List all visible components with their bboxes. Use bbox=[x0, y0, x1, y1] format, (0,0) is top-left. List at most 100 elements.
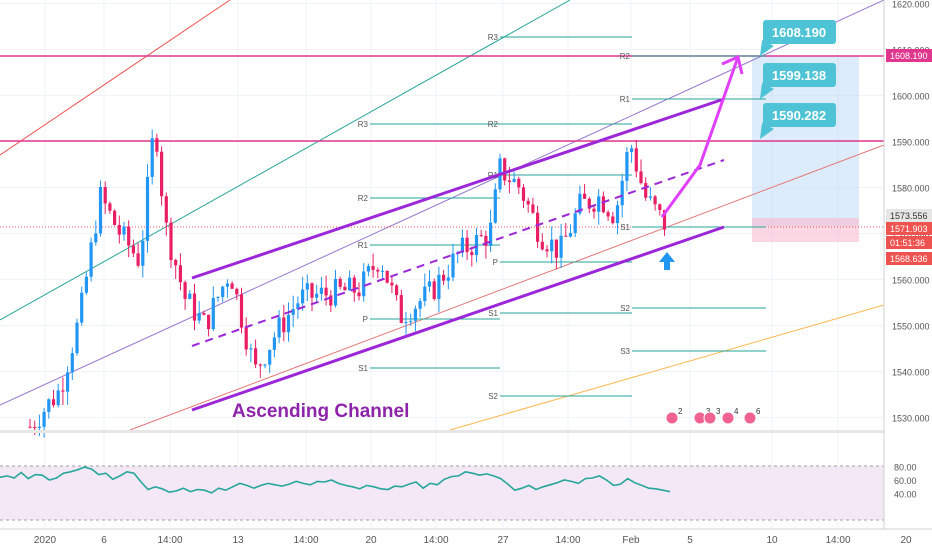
candle-body bbox=[37, 426, 41, 429]
event-flag-icon[interactable] bbox=[743, 411, 757, 425]
pivot-label: R2 bbox=[358, 194, 369, 203]
rsi-line bbox=[0, 466, 671, 494]
rsi-tick: 60.00 bbox=[894, 476, 917, 486]
candle-body bbox=[296, 303, 300, 310]
time-tick: 14:00 bbox=[157, 535, 182, 546]
price-tick: 1620.000 bbox=[892, 0, 930, 10]
candle-body bbox=[131, 245, 135, 254]
candle-body bbox=[127, 226, 131, 246]
time-tick: Feb bbox=[622, 535, 640, 546]
pivot-points: R3R2R1PS1R3R2R1PS1S2R2R1S1S2S3 bbox=[358, 33, 766, 401]
time-tick: 14:00 bbox=[293, 535, 318, 546]
rsi-tick: 80.00 bbox=[894, 462, 917, 472]
candle-body bbox=[484, 235, 488, 246]
price-tick: 1580.000 bbox=[892, 184, 930, 194]
candle-body bbox=[33, 426, 37, 429]
pivot-label: R3 bbox=[358, 120, 369, 129]
candle-body bbox=[258, 364, 262, 366]
event-count: 3 bbox=[706, 407, 711, 416]
candle-body bbox=[390, 282, 394, 286]
time-tick: 14:00 bbox=[825, 535, 850, 546]
candle-body bbox=[94, 233, 98, 243]
candle-body bbox=[225, 283, 229, 287]
candle-body bbox=[254, 348, 258, 365]
candle-body bbox=[578, 193, 582, 214]
target-zone-stop bbox=[752, 218, 859, 242]
event-count: 6 bbox=[756, 407, 761, 416]
candle-body bbox=[42, 411, 46, 427]
candle-body bbox=[366, 266, 370, 272]
candle-body bbox=[630, 148, 634, 152]
candle-body bbox=[263, 364, 267, 366]
candle-body bbox=[310, 283, 314, 298]
candle-body bbox=[442, 274, 446, 281]
channel-lower bbox=[191, 225, 725, 412]
candle-body bbox=[56, 390, 60, 406]
price-tick: 1550.000 bbox=[892, 322, 930, 332]
event-flag-icon[interactable] bbox=[721, 411, 735, 425]
candle-body bbox=[512, 178, 516, 182]
candle-body bbox=[282, 317, 286, 333]
fib-line-red bbox=[0, 0, 231, 156]
target-callout-text: 1599.138 bbox=[772, 68, 826, 83]
event-flag-icon[interactable] bbox=[703, 411, 717, 425]
time-axis: 2020 6 14:00 13 14:00 20 14:00 27 14:00 Feb 5 10 14:… bbox=[34, 535, 912, 546]
projection-arrow-head bbox=[721, 54, 744, 75]
candle-body bbox=[380, 270, 385, 272]
candle-body bbox=[526, 200, 530, 205]
rsi-pane bbox=[0, 465, 884, 521]
candle-body bbox=[108, 203, 112, 211]
candle-body bbox=[286, 314, 291, 333]
candle-body bbox=[315, 293, 319, 298]
candle-body bbox=[47, 399, 51, 412]
event-flag-icon[interactable] bbox=[665, 411, 679, 425]
pivot-label: S3 bbox=[620, 347, 630, 356]
candle-body bbox=[249, 348, 253, 350]
candle-body bbox=[122, 226, 126, 235]
fib-line-orange bbox=[449, 304, 884, 430]
channel-upper bbox=[191, 97, 725, 280]
candle-body bbox=[385, 270, 389, 283]
price-label: 1608.190 bbox=[890, 51, 928, 61]
candle-body bbox=[564, 235, 568, 237]
candle-body bbox=[611, 216, 615, 224]
candle-body bbox=[61, 390, 65, 392]
candle-body bbox=[568, 232, 573, 237]
price-label: 1568.636 bbox=[890, 254, 928, 264]
target-callout-text: 1608.190 bbox=[772, 25, 826, 40]
rsi-axis: 80.00 60.00 40.00 bbox=[894, 462, 917, 499]
candle-body bbox=[145, 176, 150, 241]
time-tick: 2020 bbox=[34, 535, 57, 546]
candle-body bbox=[493, 189, 497, 223]
candle-body bbox=[427, 281, 432, 287]
callout-pointer bbox=[760, 83, 774, 99]
candle-body bbox=[413, 308, 417, 322]
candle-body bbox=[418, 301, 422, 309]
ascending-channel-label: Ascending Channel bbox=[232, 401, 409, 422]
pivot-label: S1 bbox=[488, 309, 498, 318]
candle-body bbox=[164, 196, 168, 223]
price-pane: R3R2R1PS1R3R2R1PS1S2R2R1S1S2S3 Ascending… bbox=[0, 0, 884, 529]
price-tick: 1600.000 bbox=[892, 92, 930, 102]
candle-body bbox=[465, 237, 469, 253]
candle-body bbox=[329, 295, 333, 306]
price-axis-bg bbox=[884, 0, 932, 550]
candle-body bbox=[662, 210, 667, 230]
candle-body bbox=[559, 235, 563, 258]
projection-arrow bbox=[660, 56, 740, 218]
candle-body bbox=[536, 212, 540, 242]
candle-body bbox=[371, 266, 375, 270]
time-tick: 10 bbox=[766, 535, 778, 546]
time-tick: 14:00 bbox=[423, 535, 448, 546]
candle-body bbox=[70, 353, 74, 373]
candle-body bbox=[174, 259, 178, 266]
time-grid bbox=[44, 0, 839, 529]
candle-body bbox=[324, 287, 328, 296]
price-label: 01:51:36 bbox=[890, 238, 925, 248]
pivot-label: R2 bbox=[488, 120, 499, 129]
candle-body bbox=[432, 281, 436, 299]
event-count: 2 bbox=[678, 407, 683, 416]
time-tick: 5 bbox=[687, 535, 693, 546]
fib-line-teal bbox=[0, 0, 571, 321]
